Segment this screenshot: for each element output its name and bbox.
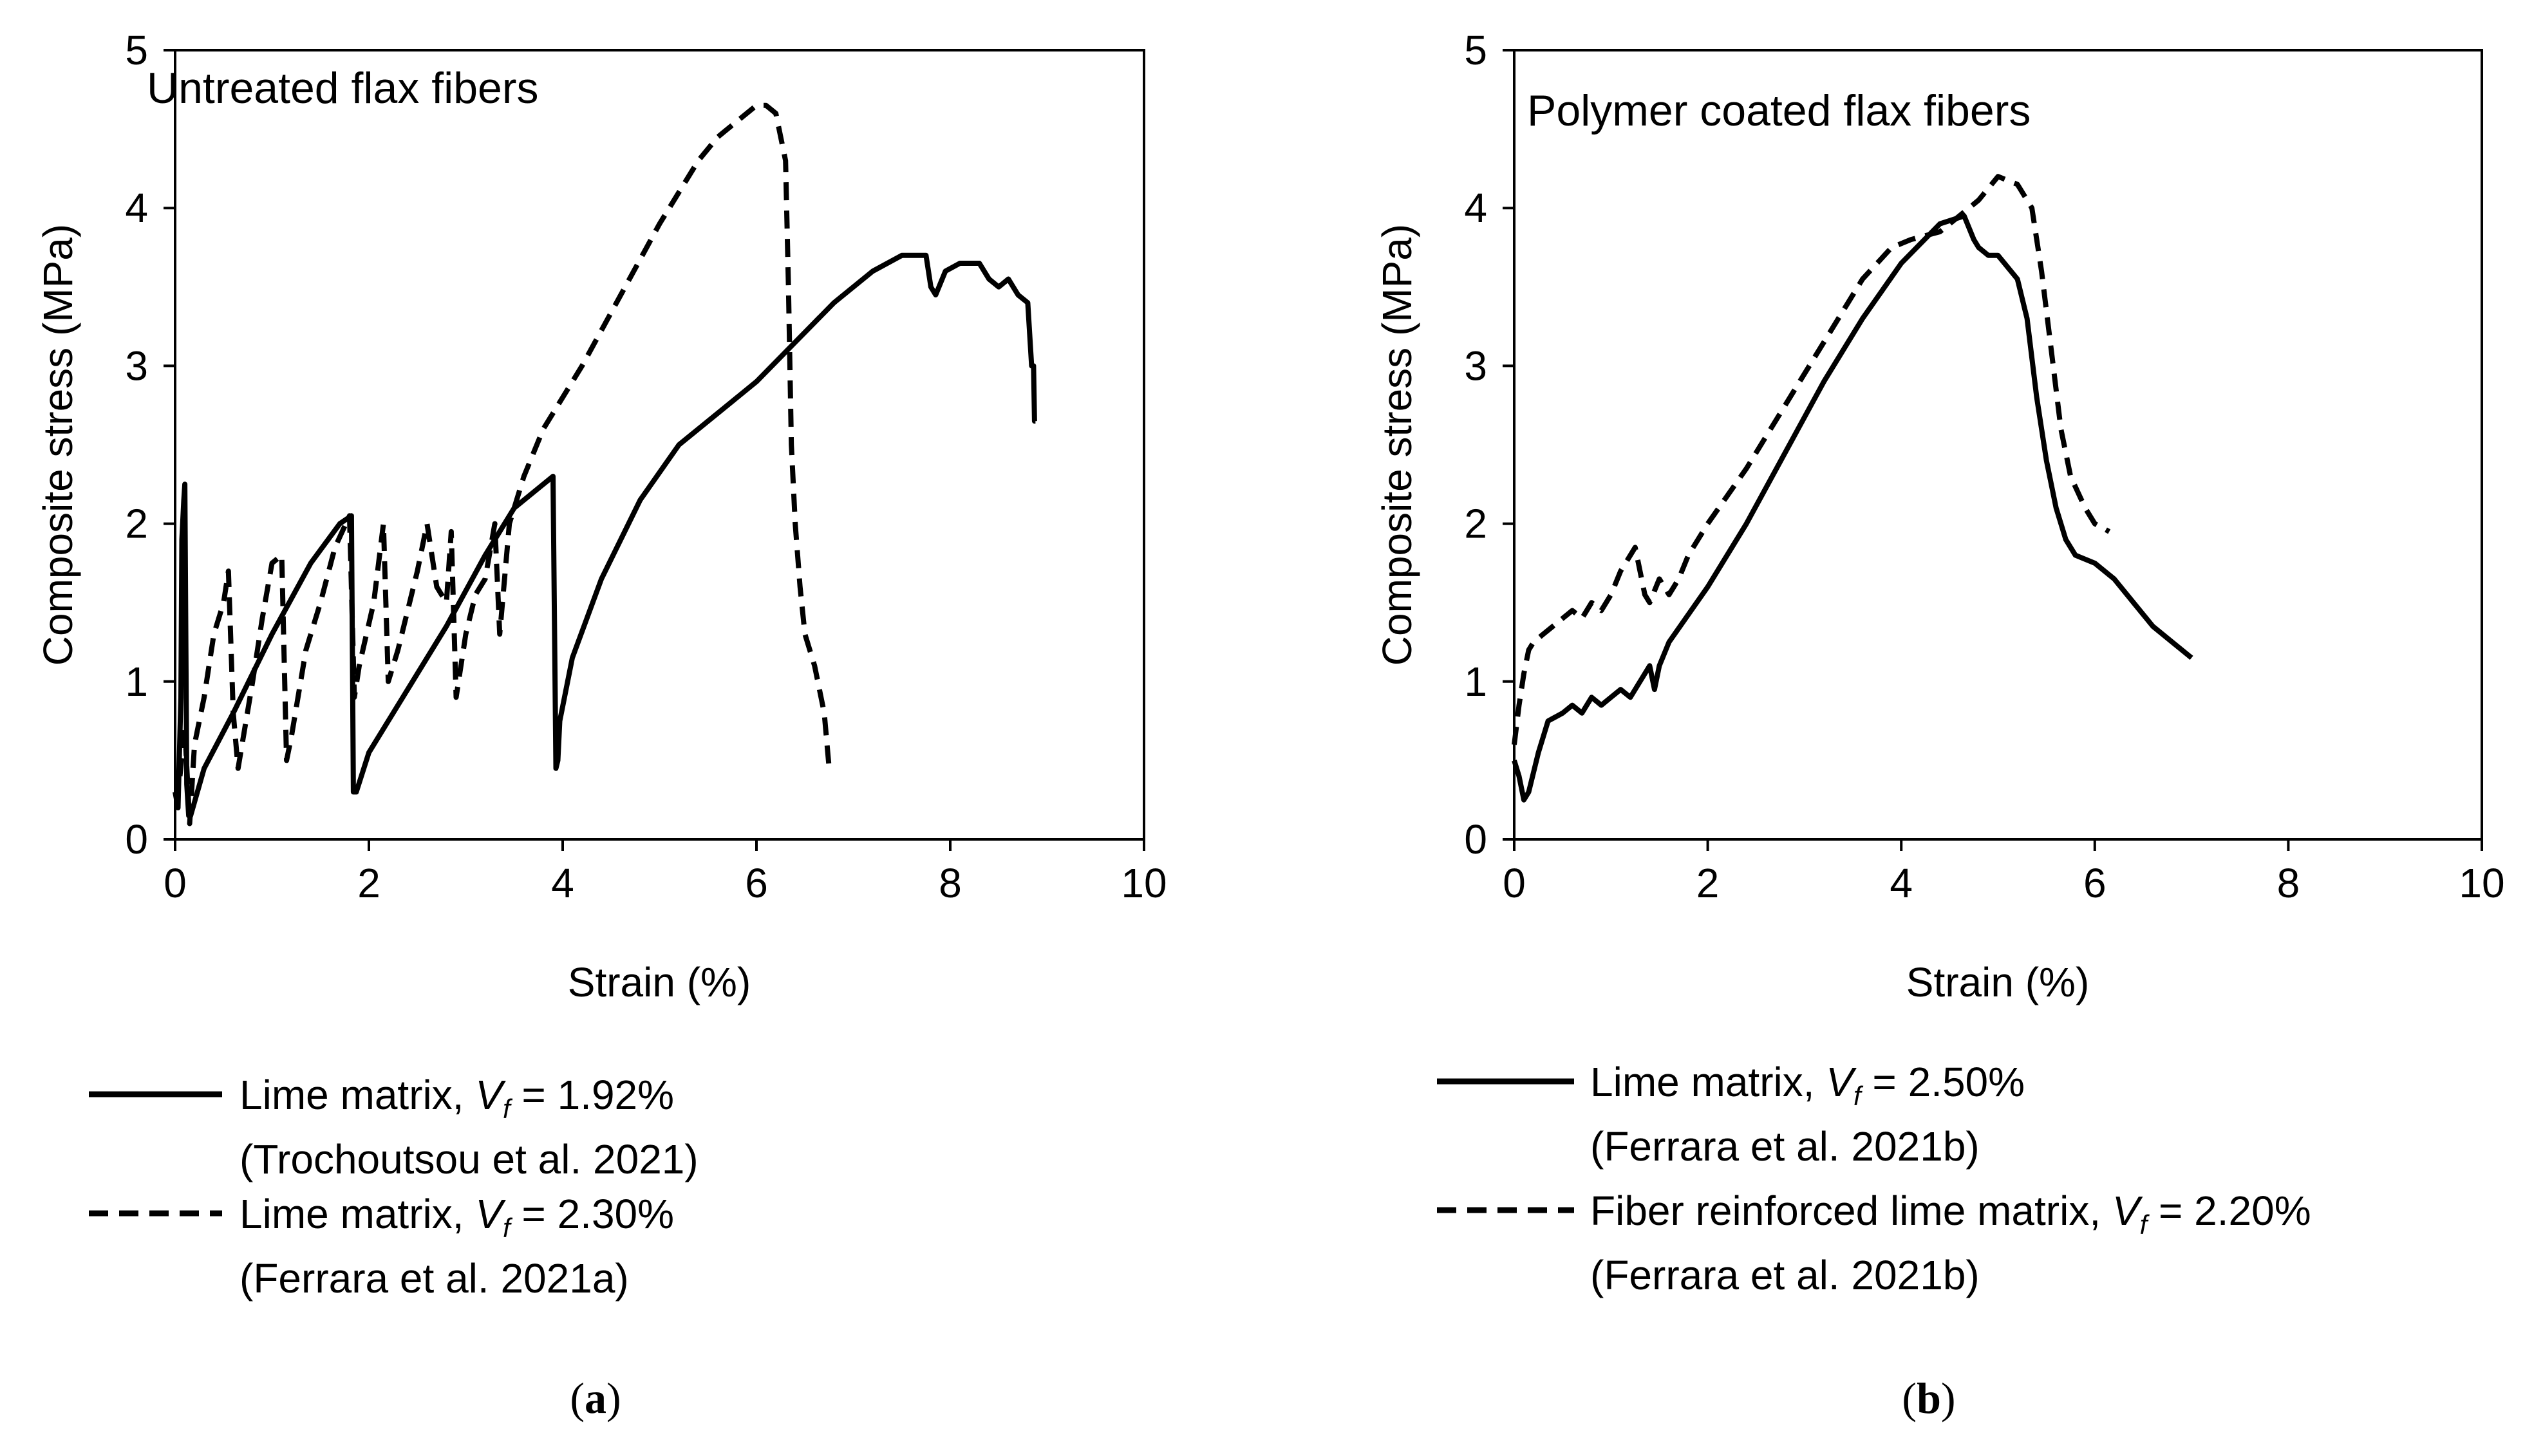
panel-b-x-tick-label: 10 [2459, 860, 2504, 906]
panel-a-legend-label-2: Lime matrix, Vf = 2.30% [239, 1191, 674, 1243]
panel-a-axis-ticks: 0 2 4 6 8 10 0 1 2 3 4 5 [125, 27, 1167, 906]
panel-a-y-tick-label: 2 [125, 501, 148, 547]
panel-b-y-tick-label: 1 [1464, 658, 1487, 705]
panel-b-legend-source-2: (Ferrara et al. 2021b) [1590, 1252, 1980, 1298]
panel-a-x-tick-label: 2 [357, 860, 380, 906]
panel-b-legend-source-1: (Ferrara et al. 2021b) [1590, 1123, 1980, 1170]
panel-a-x-tick-label: 0 [164, 860, 187, 906]
panel-a-x-tick-label: 8 [939, 860, 962, 906]
panel-a-legend-source-2: (Ferrara et al. 2021a) [239, 1255, 629, 1302]
panel-b-y-tick-label: 0 [1464, 816, 1487, 863]
panel-b-series-solid-line [1512, 213, 2193, 803]
panel-b-y-tick-label: 3 [1464, 342, 1487, 389]
panel-a-caption: (a) [570, 1374, 621, 1423]
panel-a-x-tick-label: 4 [551, 860, 574, 906]
panel-b-y-tick-label: 2 [1464, 501, 1487, 547]
panel-a-legend-source-1: (Trochoutsou et al. 2021) [239, 1136, 699, 1182]
panel-a-series-dashed-line [177, 102, 832, 826]
panel-a-y-tick-label: 1 [125, 658, 148, 705]
panel-b-x-tick-label: 6 [2083, 860, 2107, 906]
panel-b-legend-label-2: Fiber reinforced lime matrix, Vf = 2.20% [1590, 1188, 2311, 1240]
panel-b-series-dashed-line [1512, 174, 2111, 745]
panel-a-y-tick-label: 5 [125, 27, 148, 73]
panel-a-y-tick-label: 3 [125, 342, 148, 389]
panel-a-series [173, 102, 1037, 826]
panel-a-x-tick-label: 6 [745, 860, 768, 906]
panel-b-y-tick-label: 4 [1464, 185, 1487, 231]
panel-b-xlabel: Strain (%) [1906, 959, 2090, 1005]
panel-b-legend: Lime matrix, Vf = 2.50% (Ferrara et al. … [1437, 1059, 2311, 1298]
panel-a-legend-label-1: Lime matrix, Vf = 1.92% [239, 1072, 674, 1124]
panel-a-legend: Lime matrix, Vf = 1.92% (Trochoutsou et … [89, 1072, 699, 1302]
panel-b: 0 2 4 6 8 10 0 1 2 3 4 5 Polymer coated flax fibers… [1374, 27, 2505, 1423]
panel-b-axis-ticks: 0 2 4 6 8 10 0 1 2 3 4 5 [1464, 27, 2504, 906]
panel-b-series [1512, 174, 2193, 803]
panel-a-y-tick-label: 4 [125, 185, 148, 231]
panel-a-ylabel: Composite stress (MPa) [35, 224, 81, 666]
panel-b-x-tick-label: 8 [2277, 860, 2300, 906]
panel-b-plot-frame [1513, 49, 2483, 841]
panel-a-title: Untreated flax fibers [147, 64, 539, 113]
panel-a-x-tick-label: 10 [1121, 860, 1167, 906]
panel-b-title: Polymer coated flax fibers [1527, 86, 2031, 135]
panel-b-x-tick-label: 0 [1503, 860, 1526, 906]
panel-b-legend-label-1: Lime matrix, Vf = 2.50% [1590, 1059, 2025, 1111]
panel-b-y-tick-label: 5 [1464, 27, 1487, 73]
panel-b-x-tick-label: 2 [1696, 860, 1720, 906]
panel-a: 0 2 4 6 8 10 0 1 2 3 4 5 Untreated flax fibers Comp… [35, 27, 1167, 1423]
panel-a-y-tick-label: 0 [125, 816, 148, 863]
panel-b-caption: (b) [1902, 1374, 1955, 1423]
panel-b-x-tick-label: 4 [1890, 860, 1913, 906]
panel-b-ylabel: Composite stress (MPa) [1374, 224, 1420, 666]
panel-a-xlabel: Strain (%) [568, 959, 751, 1005]
panel-a-plot-frame [174, 49, 1145, 841]
